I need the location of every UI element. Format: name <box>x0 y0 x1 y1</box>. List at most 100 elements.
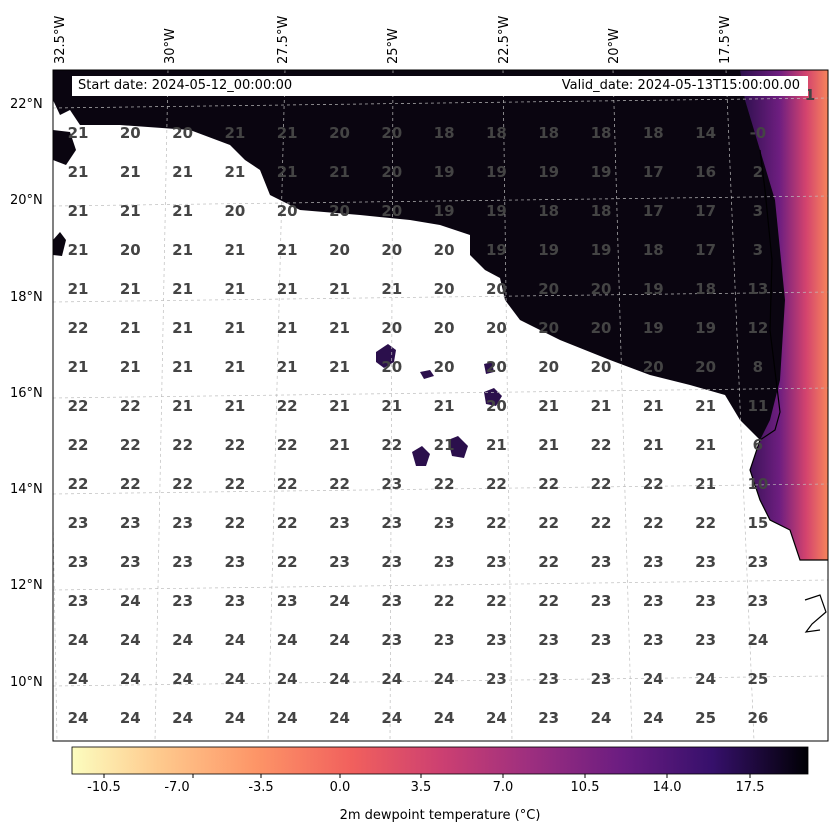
grid-value: 22 <box>591 475 612 493</box>
grid-value: 22 <box>486 592 507 610</box>
grid-value: 24 <box>695 670 716 688</box>
grid-value: 14 <box>695 124 716 142</box>
cape-verde-island <box>420 370 434 379</box>
grid-value: 18 <box>538 202 559 220</box>
grid-value: 24 <box>643 670 664 688</box>
grid-value: 19 <box>486 241 507 259</box>
colorbar-tick-label: 14.0 <box>652 780 682 795</box>
grid-value: 25 <box>747 670 768 688</box>
grid-value: 20 <box>434 319 455 337</box>
grid-value: 16 <box>695 163 716 181</box>
colorbar-tick-label: 3.5 <box>410 780 432 795</box>
grid-value: 22 <box>224 436 245 454</box>
grid-value: 24 <box>224 631 245 649</box>
grid-value: 21 <box>381 397 402 415</box>
grid-value: 21 <box>329 319 350 337</box>
grid-value: 24 <box>381 709 402 727</box>
grid-value: 22 <box>538 553 559 571</box>
grid-value: 19 <box>695 319 716 337</box>
grid-value: 1 <box>805 86 815 104</box>
grid-value: 24 <box>68 670 89 688</box>
grid-value: 21 <box>277 280 298 298</box>
colorbar-tick-label: 17.5 <box>735 780 765 795</box>
colorbar-tick-label: 10.5 <box>570 780 600 795</box>
grid-value: 20 <box>381 358 402 376</box>
grid-value: 18 <box>538 124 559 142</box>
lon-label: 27.5°W <box>276 15 291 64</box>
grid-value: 22 <box>643 514 664 532</box>
colorbar-tick-label: 7.0 <box>492 780 514 795</box>
grid-value: 23 <box>538 709 559 727</box>
grid-value: 23 <box>329 514 350 532</box>
grid-value: 24 <box>434 709 455 727</box>
lat-label: 14°N <box>10 482 43 497</box>
grid-value: 21 <box>224 124 245 142</box>
grid-value: 23 <box>172 514 193 532</box>
grid-value: 23 <box>224 553 245 571</box>
grid-value: 23 <box>224 592 245 610</box>
grid-value: 21 <box>695 475 716 493</box>
graticule <box>53 70 828 741</box>
cape-verde-island <box>484 362 494 374</box>
grid-value: 21 <box>643 436 664 454</box>
grid-value: 21 <box>329 163 350 181</box>
grid-value: 21 <box>224 280 245 298</box>
grid-value: 26 <box>747 709 768 727</box>
grid-value: 22 <box>68 475 89 493</box>
grid-value: 21 <box>224 163 245 181</box>
grid-value: 22 <box>591 436 612 454</box>
grid-value: 21 <box>120 202 141 220</box>
land-mass <box>53 70 828 560</box>
grid-value: 13 <box>747 280 768 298</box>
grid-value-labels: 21 20 20 21 21 20 20 18 18 18 18 18 14 -021 21 21 21 21 21… <box>68 124 769 727</box>
grid-value: 20 <box>486 280 507 298</box>
grid-value: 22 <box>120 397 141 415</box>
grid-value: 22 <box>277 475 298 493</box>
grid-value: 18 <box>591 124 612 142</box>
grid-value: 24 <box>277 709 298 727</box>
grid-value: 21 <box>486 436 507 454</box>
grid-value: 21 <box>172 280 193 298</box>
grid-value: 19 <box>486 202 507 220</box>
grid-value: 21 <box>277 319 298 337</box>
grid-value: 22 <box>434 592 455 610</box>
lat-label: 18°N <box>10 290 43 305</box>
grid-value: 18 <box>695 280 716 298</box>
grid-value: 20 <box>538 358 559 376</box>
grid-value: 23 <box>591 670 612 688</box>
grid-value: 20 <box>434 241 455 259</box>
grid-value: 23 <box>381 631 402 649</box>
grid-value: 22 <box>643 475 664 493</box>
grid-value: 18 <box>643 241 664 259</box>
coastal-gradient <box>740 70 828 560</box>
grid-value: 23 <box>120 553 141 571</box>
grid-value: 22 <box>695 514 716 532</box>
grid-value: 23 <box>277 592 298 610</box>
grid-value: 22 <box>120 436 141 454</box>
lon-label: 25°W <box>386 28 401 64</box>
grid-value: 21 <box>224 397 245 415</box>
grid-value: 21 <box>538 397 559 415</box>
grid-value: 20 <box>486 358 507 376</box>
grid-value: 22 <box>486 514 507 532</box>
grid-value: 22 <box>277 514 298 532</box>
grid-value: 20 <box>277 202 298 220</box>
grid-value: 22 <box>172 436 193 454</box>
grid-value: 23 <box>695 592 716 610</box>
grid-value: 24 <box>277 631 298 649</box>
island <box>53 232 66 256</box>
grid-value: 23 <box>172 553 193 571</box>
grid-value: 22 <box>68 319 89 337</box>
lon-label: 32.5°W <box>53 15 68 64</box>
colorbar-tick-label: -10.5 <box>87 780 121 795</box>
grid-value: 21 <box>172 397 193 415</box>
grid-value: 18 <box>643 124 664 142</box>
grid-value: 21 <box>434 436 455 454</box>
grid-value: 22 <box>591 514 612 532</box>
grid-value: 3 <box>753 202 763 220</box>
grid-value: 18 <box>434 124 455 142</box>
grid-value: 20 <box>329 124 350 142</box>
grid-value: 21 <box>329 280 350 298</box>
grid-value: 21 <box>538 436 559 454</box>
